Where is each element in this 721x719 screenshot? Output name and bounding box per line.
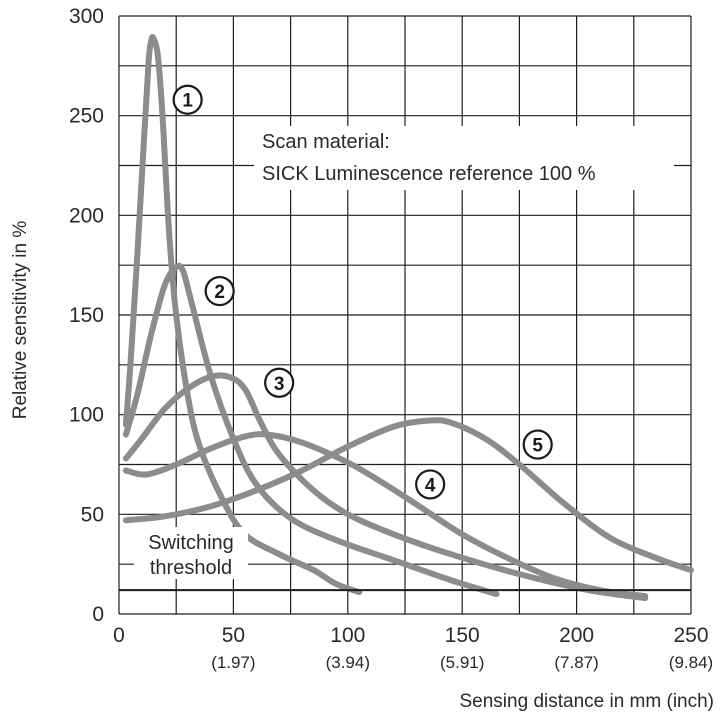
series-marker-circle-5 <box>522 429 553 460</box>
y-tick-label: 50 <box>81 503 104 526</box>
annotation: Scan material: SICK Luminescence referen… <box>254 126 674 190</box>
x-tick-label: 200 <box>559 624 594 647</box>
y-tick-label: 100 <box>69 404 104 427</box>
series-marker-label-2: 2 <box>214 282 225 303</box>
tick-labels: 0 50 100 150 200 250 300 0 50 (1.97) 100 (3.94) 150 (… <box>69 5 713 672</box>
series-marker-circle-1 <box>172 84 203 115</box>
annotation-line2: SICK Luminescence reference 100 % <box>262 163 596 185</box>
series-marker-label-3: 3 <box>274 374 285 395</box>
series-marker-label-5: 5 <box>532 436 543 457</box>
x-tick-label: 250 <box>673 624 708 647</box>
x-axis-title: Sensing distance in mm (inch) <box>460 691 715 712</box>
threshold-label-background <box>134 527 248 579</box>
x-tick-sublabel: (9.84) <box>669 653 713 672</box>
y-axis-title: Relative sensitivity in % <box>10 221 31 420</box>
y-tick-label: 0 <box>92 603 104 626</box>
x-tick-sublabel: (3.94) <box>326 653 370 672</box>
series-layer <box>122 34 694 602</box>
annotation-background <box>254 126 674 190</box>
y-tick-label: 150 <box>69 304 104 327</box>
series-marker-label-1: 1 <box>182 91 193 112</box>
series-line-5 <box>122 417 694 574</box>
y-tick-label: 250 <box>69 105 104 128</box>
series-line-1 <box>122 34 363 596</box>
x-tick-label: 150 <box>445 624 480 647</box>
annotation-line1: Scan material: <box>262 131 390 153</box>
threshold-label-line2: threshold <box>150 557 232 579</box>
y-tick-label: 200 <box>69 204 104 227</box>
grid <box>118 15 692 615</box>
x-tick-label: 50 <box>222 624 245 647</box>
x-tick-sublabel: (5.91) <box>440 653 484 672</box>
series-marker-circle-4 <box>415 469 446 500</box>
series-marker-circle-2 <box>204 275 235 307</box>
series-marker-label-4: 4 <box>425 475 436 496</box>
threshold-layer: Switching threshold <box>119 527 691 592</box>
x-tick-label: 100 <box>330 624 365 647</box>
series-line-3 <box>122 372 649 602</box>
x-tick-label: 0 <box>113 624 125 647</box>
x-tick-sublabel: (1.97) <box>211 653 255 672</box>
y-tick-label: 300 <box>69 5 104 28</box>
threshold-label-line1: Switching <box>148 532 234 554</box>
x-tick-sublabel: (7.87) <box>554 653 598 672</box>
series-markers: 1 2 3 4 5 <box>172 84 553 500</box>
series-line-4 <box>122 431 649 600</box>
series-marker-circle-3 <box>264 367 295 398</box>
